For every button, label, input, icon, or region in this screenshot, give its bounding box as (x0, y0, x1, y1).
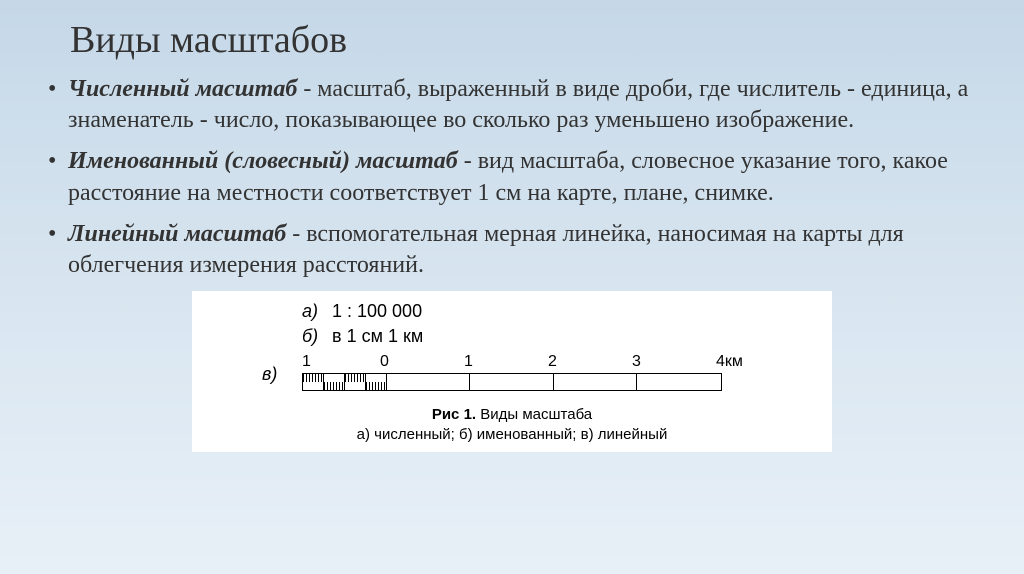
ruler-seg-subdivided (303, 374, 387, 390)
term: Численный масштаб (68, 76, 297, 102)
row-text: в 1 см 1 км (332, 326, 423, 347)
page-title: Виды масштабов (70, 18, 984, 62)
figure-caption: Рис 1. Виды масштаба а) численный; б) им… (212, 405, 812, 444)
row-label: б) (302, 326, 332, 347)
caption-prefix: Рис 1. (432, 406, 476, 423)
figure-box: а) 1 : 100 000 б) в 1 см 1 км в) 1 0 1 2… (192, 291, 832, 452)
tick: 4км (716, 353, 743, 371)
row-label: в) (262, 364, 292, 385)
definition-item: Именованный (словесный) масштаб - вид ма… (40, 146, 984, 208)
term: Линейный масштаб (68, 221, 286, 247)
definitions-list: Численный масштаб - масштаб, выраженный … (40, 74, 984, 281)
tick: 2 (548, 353, 632, 371)
row-label: а) (302, 301, 332, 322)
tick: 1 (464, 353, 548, 371)
ruler-seg (470, 374, 554, 390)
figure-row-b: б) в 1 см 1 км (212, 326, 812, 347)
ruler-tick-labels: 1 0 1 2 3 4км (302, 353, 749, 371)
tick: 0 (380, 353, 464, 371)
definition-item: Линейный масштаб - вспомогательная мерна… (40, 219, 984, 281)
tick: 1 (302, 353, 386, 371)
definition-item: Численный масштаб - масштаб, выраженный … (40, 74, 984, 136)
ruler: 1 0 1 2 3 4км (302, 353, 749, 391)
caption-text: Виды масштаба (476, 406, 592, 423)
term: Именованный (словесный) масштаб (68, 148, 458, 174)
caption-sub: а) численный; б) именованный; в) линейны… (212, 425, 812, 445)
row-text: 1 : 100 000 (332, 301, 422, 322)
tick: 3 (632, 353, 716, 371)
ruler-seg (387, 374, 471, 390)
figure-row-c: в) 1 0 1 2 3 4км (212, 353, 812, 391)
ruler-seg (554, 374, 638, 390)
ruler-seg (637, 374, 721, 390)
ruler-bar (302, 373, 722, 391)
figure-row-a: а) 1 : 100 000 (212, 301, 812, 322)
